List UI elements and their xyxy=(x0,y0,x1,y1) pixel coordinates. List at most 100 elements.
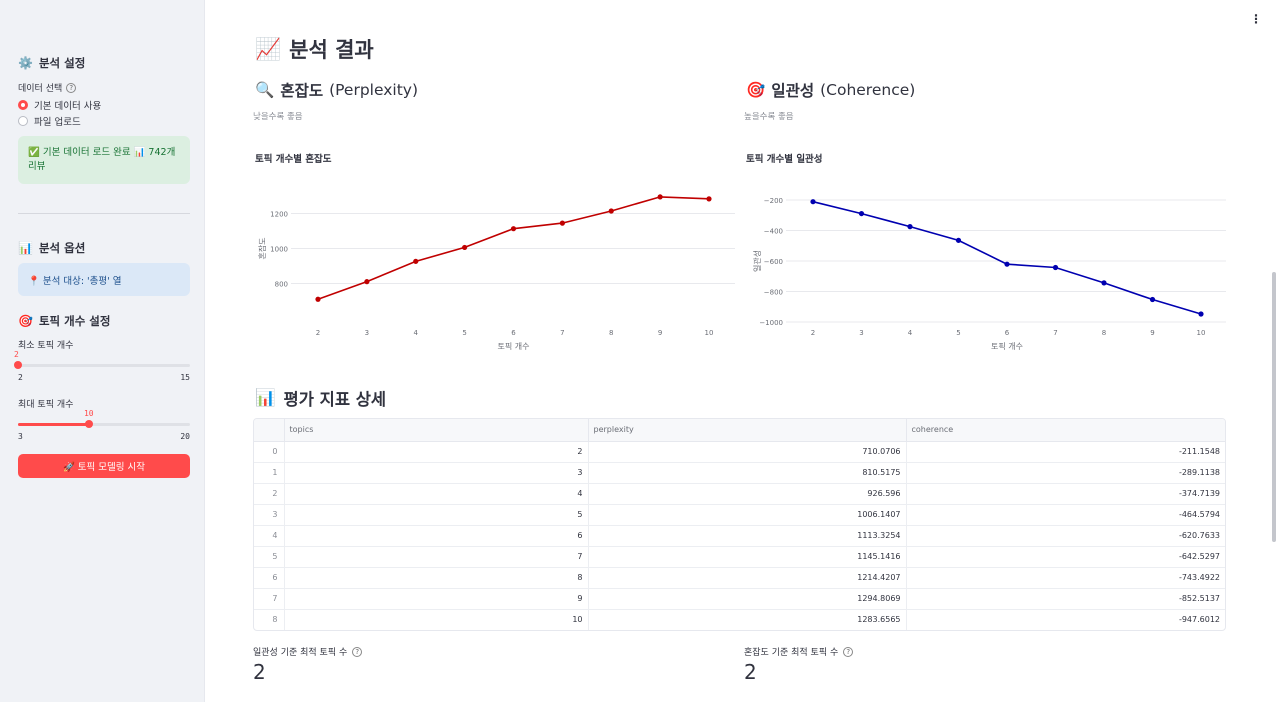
table-row[interactable]: 6 8 1214.4207 -743.4922 xyxy=(254,567,1225,589)
x-tick-label: 5 xyxy=(462,329,466,337)
slider-track[interactable] xyxy=(18,364,190,367)
help-icon[interactable]: ? xyxy=(66,82,77,93)
metric-coherence-label: 일관성 기준 최적 토픽 수 ? xyxy=(253,645,363,658)
data-point xyxy=(955,237,962,243)
data-point xyxy=(1149,296,1156,303)
table-row[interactable]: 5 7 1145.1416 -642.5297 xyxy=(254,546,1225,568)
data-point xyxy=(1052,264,1059,271)
radio-default-data-label: 기본 데이터 사용 xyxy=(34,101,102,112)
table-cell: -743.4922 xyxy=(906,567,1225,589)
target-icon: 🎯 xyxy=(746,81,766,99)
sidebar-options-header: 📊 분석 옵션 xyxy=(18,240,85,256)
column-header[interactable] xyxy=(254,419,285,442)
table-row[interactable]: 0 2 710.0706 -211.1548 xyxy=(254,441,1225,463)
table-cell: 6 xyxy=(284,525,589,547)
column-header[interactable]: coherence xyxy=(906,419,1225,442)
x-tick-label: 8 xyxy=(609,329,613,337)
y-tick-label: −400 xyxy=(764,228,783,236)
data-point xyxy=(413,258,419,264)
slider-min: 2 xyxy=(18,373,23,382)
coherence-chart[interactable]: 토픽 개수별 일관성 −200 −400 −600 −800 −1000 2 3 4 5 6 7 8 9 1… xyxy=(744,145,1226,360)
data-point xyxy=(462,244,468,251)
table-cell: 10 xyxy=(284,609,589,630)
table-cell: -289.1138 xyxy=(906,462,1225,484)
data-point xyxy=(1004,261,1010,267)
row-index: 3 xyxy=(254,504,285,526)
x-tick-label: 6 xyxy=(511,329,516,337)
table-cell: -642.5297 xyxy=(906,546,1225,568)
radio-file-upload[interactable]: 파일 업로드 xyxy=(18,114,81,128)
bar-chart-icon: 📊 xyxy=(18,241,33,255)
run-topic-modeling-button[interactable]: 🚀 토픽 모델링 시작 xyxy=(18,454,190,478)
help-icon[interactable]: ? xyxy=(843,646,854,657)
coherence-header: 🎯 일관성 (Coherence) xyxy=(746,79,915,101)
table-cell: 1214.4207 xyxy=(588,567,907,589)
table-section-title-text: 평가 지표 상세 xyxy=(283,390,387,409)
y-tick-label: 1000 xyxy=(270,246,288,254)
table-cell: 1294.8069 xyxy=(588,588,907,610)
scrollbar[interactable] xyxy=(1272,272,1276,542)
column-header[interactable]: perplexity xyxy=(588,419,907,442)
x-axis-label: 토픽 개수 xyxy=(498,341,530,351)
row-index: 0 xyxy=(254,441,285,463)
metric-coherence-value: 2 xyxy=(253,660,266,684)
coherence-chart-svg[interactable]: 토픽 개수별 일관성 −200 −400 −600 −800 −1000 2 3 4 5 6 7 8 9 1… xyxy=(744,145,1226,360)
table-row[interactable]: 8 10 1283.6565 -947.6012 xyxy=(254,609,1225,630)
data-point xyxy=(907,224,913,230)
data-point xyxy=(858,210,865,217)
table-cell: 1283.6565 xyxy=(588,609,907,630)
table-row[interactable]: 7 9 1294.8069 -852.5137 xyxy=(254,588,1225,610)
perplexity-caption: 낮을수록 좋음 xyxy=(253,112,303,122)
y-axis-label: 혼잡도 xyxy=(257,237,267,259)
gear-icon: ⚙️ xyxy=(18,56,33,70)
column-header[interactable]: topics xyxy=(284,419,589,442)
x-tick-label: 7 xyxy=(560,329,564,337)
table-cell: 7 xyxy=(284,546,589,568)
chart-up-icon: 📈 xyxy=(255,36,282,61)
info-alert: 📍 분석 대상: '총평' 열 xyxy=(18,263,190,296)
target-icon: 🎯 xyxy=(18,314,33,328)
table-cell: -464.5794 xyxy=(906,504,1225,526)
success-alert: ✅ 기본 데이터 로드 완료 📊 742개 리뷰 xyxy=(18,136,190,184)
data-point xyxy=(315,296,321,302)
slider-track[interactable] xyxy=(18,423,190,426)
data-select-label: 데이터 선택 ? xyxy=(18,81,77,94)
x-tick-label: 7 xyxy=(1053,329,1057,337)
slider-min: 3 xyxy=(18,432,23,441)
sidebar-settings-header: ⚙️ 분석 설정 xyxy=(18,55,85,71)
perplexity-chart[interactable]: 토픽 개수별 혼잡도 800 1000 1200 2 3 4 5 6 7 8 9 10 토픽 개수 혼잡도 xyxy=(253,145,735,360)
radio-selected-icon[interactable] xyxy=(18,100,28,110)
perplexity-title-en: (Perplexity) xyxy=(329,81,419,99)
data-point xyxy=(510,226,517,232)
table-row[interactable]: 2 4 926.596 -374.7139 xyxy=(254,483,1225,505)
series-line xyxy=(812,200,1202,315)
more-menu-icon[interactable]: ⋮ xyxy=(1250,12,1262,26)
table-cell: 9 xyxy=(284,588,589,610)
table-cell: 3 xyxy=(284,462,589,484)
metrics-table[interactable]: topics perplexity coherence 0 2 710.0706 -211… xyxy=(253,418,1226,631)
page-title: 📈 분석 결과 xyxy=(255,34,374,64)
table-cell: 1006.1407 xyxy=(588,504,907,526)
table-section-title: 📊 평가 지표 상세 xyxy=(255,386,386,410)
x-tick-label: 10 xyxy=(1197,329,1206,337)
radio-default-data[interactable]: 기본 데이터 사용 xyxy=(18,98,101,112)
slider-fill xyxy=(18,423,89,426)
data-point xyxy=(810,199,816,205)
table-row[interactable]: 1 3 810.5175 -289.1138 xyxy=(254,462,1225,484)
x-tick-label: 4 xyxy=(908,329,913,337)
table-cell: -947.6012 xyxy=(1178,615,1220,625)
table-row[interactable]: 3 5 1006.1407 -464.5794 xyxy=(254,504,1225,526)
radio-unselected-icon[interactable] xyxy=(18,116,28,126)
row-index: 2 xyxy=(254,483,285,505)
slider-thumb[interactable] xyxy=(84,420,93,428)
x-tick-label: 4 xyxy=(414,329,419,337)
help-icon[interactable]: ? xyxy=(352,646,363,657)
y-tick-label: 1200 xyxy=(270,211,288,219)
table-row[interactable]: 4 6 1113.3254 -620.7633 xyxy=(254,525,1225,547)
data-select-label-text: 데이터 선택 xyxy=(18,84,63,94)
y-tick-label: −200 xyxy=(764,197,783,205)
perplexity-title-ko: 혼잡도 xyxy=(280,82,324,100)
slider-thumb[interactable] xyxy=(14,361,22,369)
row-index: 6 xyxy=(254,567,285,589)
perplexity-chart-svg[interactable]: 토픽 개수별 혼잡도 800 1000 1200 2 3 4 5 6 7 8 9 10 토픽 개수 혼잡도 xyxy=(253,145,735,360)
